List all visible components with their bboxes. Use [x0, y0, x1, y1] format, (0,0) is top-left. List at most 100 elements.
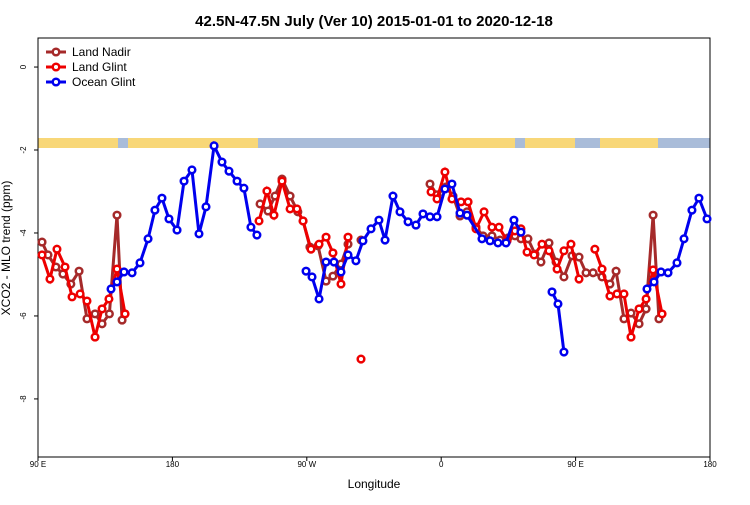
data-point [269, 210, 279, 220]
data-point [112, 210, 122, 220]
data-point [52, 244, 62, 254]
data-point [544, 246, 554, 256]
data-point [336, 267, 346, 277]
data-point [172, 225, 182, 235]
data-point [509, 215, 519, 225]
data-point [239, 183, 249, 193]
data-point [254, 216, 264, 226]
legend-label: Land Glint [72, 60, 127, 74]
data-point [626, 332, 636, 342]
data-point [301, 266, 311, 276]
x-tick-label: 0 [439, 460, 444, 469]
land-band [525, 138, 575, 148]
y-tick-label: -8 [19, 395, 28, 403]
legend-label: Ocean Glint [72, 75, 136, 89]
data-point [559, 246, 569, 256]
data-point [351, 256, 361, 266]
data-point [634, 304, 644, 314]
y-tick-label: 0 [19, 64, 28, 69]
x-tick-label: 90 W [297, 460, 316, 469]
x-tick-label: 180 [703, 460, 717, 469]
data-point [648, 265, 658, 275]
data-point [343, 250, 353, 260]
data-point [547, 287, 557, 297]
data-point [537, 239, 547, 249]
data-point [657, 309, 667, 319]
data-point [120, 309, 130, 319]
data-point [328, 248, 338, 258]
data-point [112, 277, 122, 287]
data-point [388, 191, 398, 201]
data-point [590, 244, 600, 254]
data-point [374, 215, 384, 225]
x-tick-label: 90 E [567, 460, 583, 469]
data-point [90, 332, 100, 342]
ocean-band [38, 138, 710, 148]
data-point [649, 277, 659, 287]
data-point [605, 291, 615, 301]
data-point [292, 204, 302, 214]
data-point [135, 258, 145, 268]
data-point [187, 165, 197, 175]
data-point [611, 266, 621, 276]
data-point [90, 309, 100, 319]
x-tick-label: 180 [166, 460, 180, 469]
data-point [432, 212, 442, 222]
data-point [641, 304, 651, 314]
data-point [179, 176, 189, 186]
data-point [403, 217, 413, 227]
data-point [328, 271, 338, 281]
data-point [252, 230, 262, 240]
data-point [97, 304, 107, 314]
data-point [314, 239, 324, 249]
data-point [82, 296, 92, 306]
data-point [321, 257, 331, 267]
data-point [209, 141, 219, 151]
data-point [544, 238, 554, 248]
data-point [679, 234, 689, 244]
data-point [380, 235, 390, 245]
x-axis-label: Longitude [348, 477, 401, 491]
data-point [479, 207, 489, 217]
data-point [574, 252, 584, 262]
data-point [104, 309, 114, 319]
data-point [477, 234, 487, 244]
land-band [128, 138, 258, 148]
data-point [74, 266, 84, 276]
data-point [164, 214, 174, 224]
data-point [150, 205, 160, 215]
data-point [487, 222, 497, 232]
chart-title: 42.5N-47.5N July (Ver 10) 2015-01-01 to … [195, 13, 553, 30]
data-point [217, 157, 227, 167]
data-point [581, 268, 591, 278]
data-point [522, 247, 532, 257]
data-point [566, 239, 576, 249]
data-point [343, 232, 353, 242]
data-point [574, 274, 584, 284]
data-point [493, 238, 503, 248]
y-tick-label: -2 [19, 146, 28, 154]
data-point [306, 244, 316, 254]
data-point [321, 232, 331, 242]
data-point [246, 222, 256, 232]
data-point [336, 279, 346, 289]
plot-frame [37, 37, 711, 458]
data-point [285, 204, 295, 214]
data-point [45, 274, 55, 284]
land-band [440, 138, 515, 148]
data-point [411, 220, 421, 230]
y-tick-label: -4 [19, 229, 28, 237]
data-point [494, 222, 504, 232]
data-point [418, 209, 428, 219]
legend-label: Land Nadir [72, 45, 131, 59]
data-point [224, 166, 234, 176]
data-point [462, 210, 472, 220]
data-point [612, 289, 622, 299]
land-band [38, 138, 118, 148]
data-point [501, 238, 511, 248]
data-point [516, 227, 526, 237]
data-point [67, 292, 77, 302]
data-point [314, 294, 324, 304]
land-band [600, 138, 658, 148]
